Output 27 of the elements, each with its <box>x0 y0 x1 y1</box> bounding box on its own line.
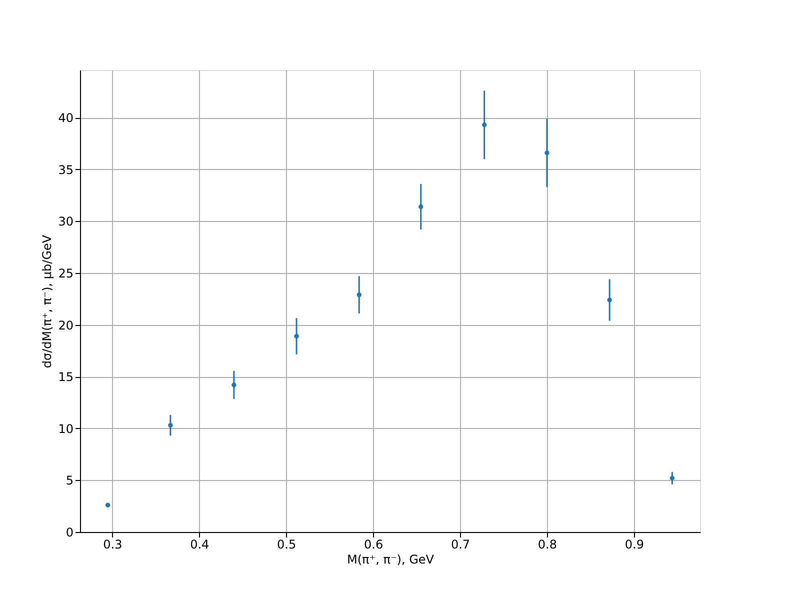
point <box>168 422 173 428</box>
y-tick-label: 40 <box>58 111 74 126</box>
y-axis-title: dσ/dM(π⁺, π⁻), μb/GeV <box>40 234 54 368</box>
point <box>294 334 299 339</box>
x-tick-label: 0.9 <box>624 538 644 552</box>
point <box>544 150 550 156</box>
point <box>482 122 487 128</box>
point <box>670 476 675 480</box>
y-tick-label: 10 <box>58 422 74 436</box>
x-tick-label: 0.7 <box>450 538 470 552</box>
x-tick-label: 0.6 <box>364 538 384 552</box>
point <box>356 292 362 298</box>
y-tick-label: 35 <box>58 162 74 177</box>
y-tick-label: 5 <box>66 474 74 488</box>
y-tick-label: 20 <box>58 318 74 332</box>
x-axis-title: M(π⁺, π⁻), GeV <box>347 552 435 566</box>
y-tick-label: 30 <box>58 214 74 229</box>
x-tick-label: 0.5 <box>277 538 296 552</box>
x-tick-label: 0.4 <box>190 538 210 552</box>
y-tick-label: 25 <box>58 266 74 281</box>
point <box>232 382 236 388</box>
x-tick-label: 0.3 <box>103 538 122 552</box>
point <box>607 298 612 302</box>
x-tick-label: 0.8 <box>538 538 558 552</box>
point <box>418 204 424 210</box>
y-tick-label: 0 <box>66 526 74 540</box>
y-tick-label: 15 <box>58 370 74 384</box>
